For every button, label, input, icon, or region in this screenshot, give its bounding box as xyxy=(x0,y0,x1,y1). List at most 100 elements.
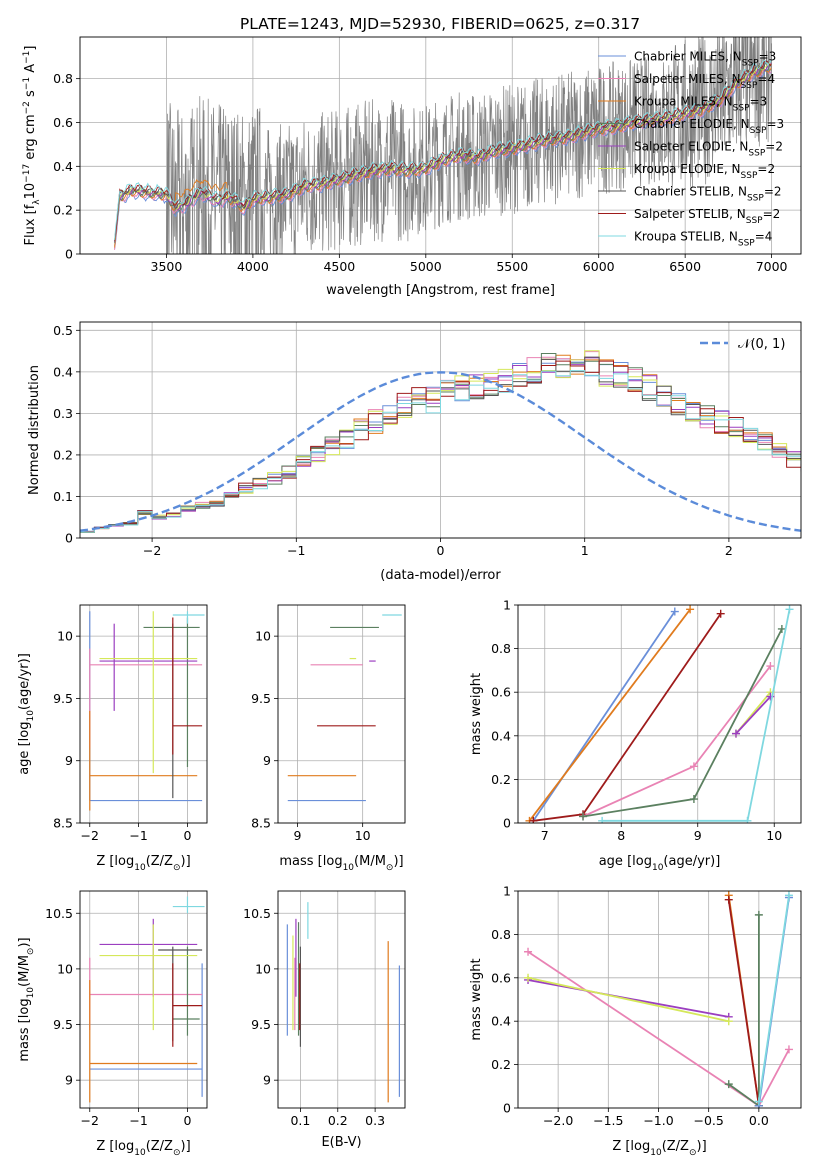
weight-marker xyxy=(777,624,786,633)
legend-entry: Kroupa ELODIE, NSSP=2 xyxy=(634,162,775,181)
y-axis-label: Normed distribution xyxy=(27,365,42,495)
weight-line xyxy=(758,895,790,1102)
weight-line xyxy=(532,610,676,822)
x-tick-label: 7000 xyxy=(756,259,788,274)
weight-marker xyxy=(524,947,533,956)
mass-vs-z-panel: −2 −1 0 9 9.5 10 10.5 Z [log10(Z/Z⊙)] mass [log1… xyxy=(17,890,208,1158)
y-tick-label: 8.5 xyxy=(53,816,73,831)
x-tick-label: 0 xyxy=(437,543,445,558)
y-tick-label: 0.1 xyxy=(53,489,73,504)
x-axis-label: Z [log10(Z/Z⊙)] xyxy=(96,854,190,873)
y-tick-label: 0.5 xyxy=(53,323,73,338)
y-tick-label: 9 xyxy=(65,1073,73,1088)
weight-series xyxy=(579,662,775,821)
error-bar-point xyxy=(89,611,203,802)
weight-marker xyxy=(670,607,679,616)
observed-spectrum xyxy=(114,37,772,254)
error-bar-point xyxy=(89,980,198,1103)
x-tick-label: 6500 xyxy=(669,259,701,274)
weight-marker xyxy=(724,895,733,904)
x-tick-label: −1 xyxy=(129,828,147,843)
y-tick-label: 1 xyxy=(503,884,511,899)
weight-marker xyxy=(689,795,698,804)
y-tick-label: 9.5 xyxy=(251,1017,271,1032)
age-vs-z-frame xyxy=(79,604,208,824)
weight-marker xyxy=(754,1097,763,1106)
x-axis-label: age [log10(age/yr)] xyxy=(599,854,721,873)
x-tick-label: 0.3 xyxy=(365,1113,385,1128)
weight-line xyxy=(727,899,760,1106)
x-tick-label: −1 xyxy=(129,1113,147,1128)
y-tick-label: 0.4 xyxy=(53,364,73,379)
y-tick-label: 10 xyxy=(255,629,271,644)
age-vs-mass-plot-area xyxy=(287,614,402,802)
spectrum-plot-area xyxy=(114,37,772,254)
legend-entry: 𝒩(0, 1) xyxy=(738,337,785,352)
x-tick-label: 5500 xyxy=(496,259,528,274)
x-tick-label: −2.0 xyxy=(543,1113,573,1128)
model-spectrum-line xyxy=(114,60,772,242)
y-tick-label: 0.8 xyxy=(491,927,511,942)
x-tick-label: 10 xyxy=(766,828,782,843)
weight-marker xyxy=(784,891,793,900)
weight-line xyxy=(527,979,729,1018)
x-axis-label: E(B-V) xyxy=(321,1135,361,1150)
x-tick-label: −1.5 xyxy=(593,1113,623,1128)
weight-vs-age-panel: 7 8 9 10 0 0.2 0.4 0.6 0.8 1 age [log10(age/yr)] ma… xyxy=(469,598,802,873)
model-spectrum-line xyxy=(114,59,772,241)
y-tick-label: 0.3 xyxy=(53,406,73,421)
x-tick-label: 7 xyxy=(541,828,549,843)
residual-histogram xyxy=(80,358,801,532)
y-tick-label: 10.5 xyxy=(243,906,271,921)
x-tick-label: 4000 xyxy=(237,259,269,274)
spectrum-frame xyxy=(79,36,802,255)
weight-series xyxy=(529,609,725,823)
x-tick-label: 3500 xyxy=(151,259,183,274)
weight-marker xyxy=(689,762,698,771)
residual-histogram xyxy=(80,370,801,533)
weight-marker xyxy=(524,973,533,982)
error-bar-point xyxy=(99,924,198,1031)
weight-marker xyxy=(784,1045,793,1054)
weight-line xyxy=(527,976,729,1023)
weight-series xyxy=(598,605,794,823)
x-tick-label: 10 xyxy=(355,828,371,843)
y-tick-label: 0.4 xyxy=(53,159,73,174)
error-bar-point xyxy=(89,710,198,811)
spectrum-legend: Chabrier MILES, NSSP=3 Salpeter MILES, NS… xyxy=(598,50,784,249)
y-tick-label: 0 xyxy=(65,531,73,546)
weight-series xyxy=(524,973,733,1026)
weight-line xyxy=(528,608,691,822)
y-axis-label: Flux [fλ10−17 erg cm−2 s−1 A−1] xyxy=(22,46,42,246)
error-bar-point xyxy=(99,611,198,774)
x-axis-label: wavelength [Angstrom, rest frame] xyxy=(326,283,555,298)
x-tick-label: −2 xyxy=(143,543,161,558)
weight-marker xyxy=(731,729,740,738)
x-axis-label: Z [log10(Z/Z⊙)] xyxy=(612,1139,706,1158)
weight-vs-z-plot-area xyxy=(524,891,793,1108)
x-tick-label: −2 xyxy=(81,828,99,843)
y-tick-label: 0 xyxy=(503,816,511,831)
y-tick-label: 10 xyxy=(57,961,73,976)
weight-line xyxy=(533,613,722,822)
age-vs-mass-frame xyxy=(277,604,406,824)
weight-marker xyxy=(785,605,794,614)
spectrum-panel: 3500 4000 4500 5000 5500 6000 6500 7000 0 0.2 0.4 0… xyxy=(22,36,802,298)
weight-marker xyxy=(754,910,763,919)
x-axis-label: (data-model)/error xyxy=(380,568,501,583)
y-axis-label: age [log10(age/yr)] xyxy=(17,653,36,775)
y-tick-label: 9 xyxy=(65,753,73,768)
weight-line xyxy=(602,609,791,822)
x-tick-label: 8 xyxy=(617,828,625,843)
mass-vs-ebv-frame xyxy=(277,890,406,1109)
mass-vs-ebv-plot-area xyxy=(286,902,400,1103)
y-tick-label: 1 xyxy=(503,598,511,613)
mass-vs-z-frame xyxy=(79,890,208,1109)
weight-series xyxy=(754,891,793,1106)
residual-histogram xyxy=(80,360,801,533)
weight-vs-z-panel: −2.0 −1.5 −1.0 −0.5 0.0 0 0.2 0.4 0.6 0.8 1 Z [log1… xyxy=(469,884,802,1158)
error-bar-point xyxy=(172,617,203,755)
legend-entry: Kroupa MILES, NSSP=3 xyxy=(634,95,767,114)
y-axis-label: mass weight xyxy=(469,958,484,1040)
mass-vs-z-plot-area xyxy=(89,896,205,1103)
